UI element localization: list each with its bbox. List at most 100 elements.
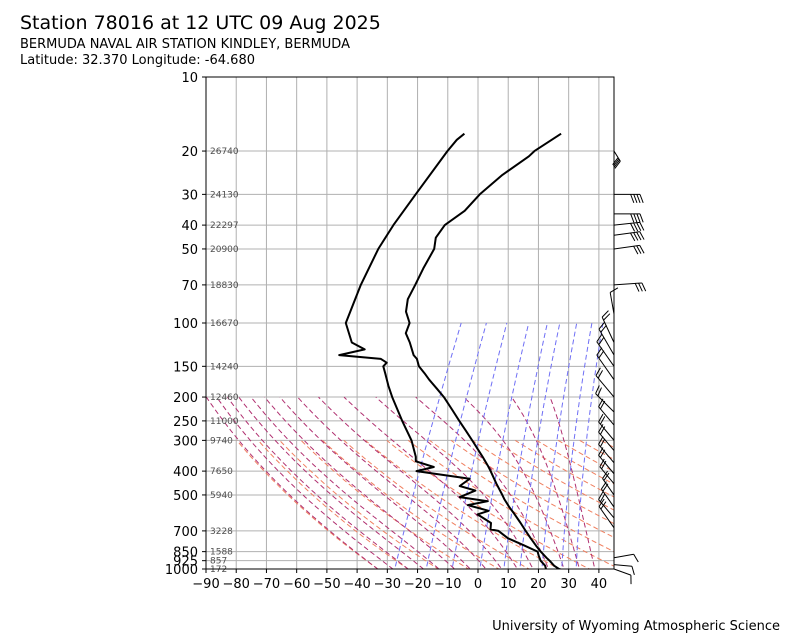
dry-adiabat — [407, 440, 614, 567]
wind-barb-flag — [639, 245, 645, 254]
y-tick-label: 40 — [181, 219, 198, 234]
wind-barb-staff — [613, 553, 634, 559]
wind-barb-flag — [636, 231, 642, 241]
wind-barb — [613, 282, 647, 292]
y-tick-label: 150 — [173, 360, 198, 375]
wind-barb-flag — [598, 491, 604, 500]
mixing-ratio-line — [479, 322, 530, 569]
wind-barb-flag — [600, 481, 607, 490]
height-label: 26740 — [210, 147, 239, 157]
wind-barb — [609, 287, 619, 315]
wind-barb-flag — [612, 157, 619, 166]
temperature-line — [404, 132, 563, 569]
y-tick-label: 700 — [173, 525, 198, 540]
moist-adiabat — [318, 396, 503, 569]
wind-barb — [598, 321, 615, 356]
y-tick-label: 10 — [181, 71, 198, 86]
mixing-ratio-line — [425, 322, 487, 569]
wind-barb-flag — [599, 449, 606, 458]
wind-barb-staff — [602, 478, 615, 496]
wind-barb-flag — [599, 426, 606, 435]
moist-adiabat — [250, 396, 440, 569]
moist-adiabat — [375, 396, 534, 569]
dry-adiabat — [600, 439, 614, 449]
height-label: 172 — [210, 565, 227, 575]
wind-barb — [613, 553, 639, 563]
credit-text: University of Wyoming Atmospheric Scienc… — [492, 619, 780, 634]
moist-adiabat — [264, 396, 456, 569]
wind-barb — [598, 398, 615, 426]
dry-adiabat — [343, 440, 531, 569]
y-tick-label: 50 — [181, 243, 198, 258]
y-tick-label: 300 — [173, 434, 198, 449]
y-tick-label: 20 — [181, 145, 198, 160]
dry-adiabat — [450, 439, 614, 538]
mixing-ratio-line — [541, 322, 578, 569]
x-tick-label: −30 — [374, 577, 401, 592]
wind-barb-staff — [598, 455, 615, 475]
wind-barb-flag — [600, 501, 607, 510]
height-label: 24130 — [210, 190, 239, 200]
wind-barb-flag — [601, 460, 607, 470]
wind-barb-staff — [613, 244, 640, 250]
wind-barb — [598, 424, 615, 451]
wind-barb-flag — [641, 282, 647, 292]
wind-barb-staff — [609, 292, 615, 315]
wind-barb — [613, 221, 645, 232]
wind-barb-staff — [598, 421, 615, 441]
wind-barb-flag — [636, 245, 642, 254]
moist-adiabat — [463, 396, 565, 569]
dry-adiabat — [257, 440, 409, 569]
dry-adiabat — [623, 440, 800, 574]
wind-barb-flag — [598, 321, 606, 330]
wind-barb-flag — [595, 385, 600, 394]
moist-adiabat — [415, 396, 550, 569]
wind-barb-staff — [613, 150, 621, 162]
dry-adiabat — [386, 440, 591, 569]
x-tick-label: 20 — [530, 577, 547, 592]
dry-adiabat — [429, 439, 614, 553]
y-tick-label: 30 — [181, 188, 198, 203]
wind-barb-flag — [602, 470, 609, 479]
wind-barb-flag — [598, 336, 605, 345]
wind-barb-flag — [603, 313, 611, 321]
dry-adiabat — [665, 440, 800, 574]
wind-barb-staff — [598, 431, 615, 451]
wind-barb-flag — [613, 159, 620, 168]
wind-barb-flag — [598, 413, 604, 423]
height-label: 12460 — [210, 393, 239, 403]
moist-adiabat — [206, 396, 379, 569]
dry-adiabat — [515, 439, 614, 498]
wind-barb-flag — [602, 483, 609, 492]
wind-barb-staff — [598, 328, 615, 356]
height-label: 16670 — [210, 319, 239, 329]
wind-barb — [598, 436, 615, 464]
wind-barb-staff — [598, 406, 615, 426]
wind-barb-flag — [595, 367, 601, 376]
wind-barb — [596, 334, 615, 367]
wind-barb-staff — [600, 488, 615, 508]
wind-barb-flag — [630, 194, 635, 203]
wind-barb-staff — [613, 221, 640, 226]
wind-barb-staff — [596, 354, 615, 380]
y-tick-label: 850 — [173, 546, 198, 561]
y-tick-label: 200 — [173, 391, 198, 406]
wind-barb-flag — [599, 493, 606, 502]
wind-barb — [601, 310, 615, 343]
y-axis: 10 20 30 40 50 70 100 150 200 250 300 400 500 700 8509… — [165, 71, 206, 578]
wind-barb-flag — [636, 213, 641, 223]
moist-adiabat — [279, 396, 471, 569]
x-tick-label: −20 — [404, 577, 431, 592]
wind-barb-flag — [633, 222, 639, 232]
wind-barb-flag — [639, 231, 645, 240]
x-tick-label: 40 — [591, 577, 608, 592]
x-tick-label: −50 — [313, 577, 340, 592]
mixing-ratio-line — [451, 322, 508, 569]
wind-barb-staff — [601, 316, 615, 343]
reference-lines — [206, 322, 800, 574]
dry-adiabat — [365, 440, 561, 569]
x-tick-label: −60 — [283, 577, 310, 592]
y-tick-label: 925 — [173, 555, 198, 570]
height-label: 7650 — [210, 467, 233, 477]
